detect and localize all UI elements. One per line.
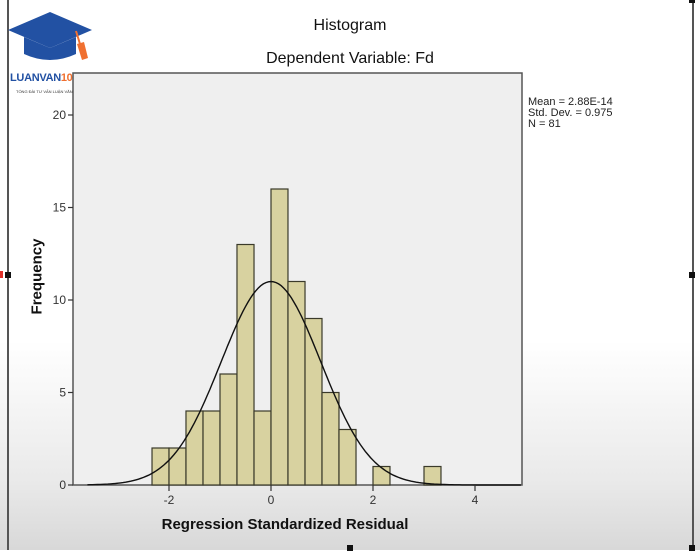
y-tick-label: 15 — [53, 201, 67, 215]
stats-legend: Mean = 2.88E-14 Std. Dev. = 0.975 N = 81 — [528, 97, 613, 130]
histogram-bar — [168, 447, 187, 486]
histogram-bar — [372, 465, 391, 486]
stats-std-dev: Std. Dev. = 0.975 — [528, 107, 613, 119]
resize-handle-left[interactable] — [5, 272, 11, 278]
histogram-bar — [236, 243, 255, 486]
resize-handle-bottom[interactable] — [347, 545, 353, 551]
resize-handle-bottom-right[interactable] — [689, 545, 695, 551]
y-tick-label: 20 — [53, 108, 67, 122]
y-tick-label: 0 — [59, 478, 66, 492]
histogram-bar — [151, 447, 170, 486]
histogram-bar — [338, 428, 357, 486]
histogram-bar — [287, 280, 306, 486]
x-tick-label: 0 — [268, 493, 275, 507]
histogram-bar — [321, 391, 340, 486]
resize-handle-right[interactable] — [689, 272, 695, 278]
histogram-bar — [202, 410, 221, 486]
y-tick-label: 10 — [53, 293, 67, 307]
x-tick-label: 4 — [472, 493, 479, 507]
histogram-bar — [253, 410, 272, 486]
stats-n: N = 81 — [528, 118, 561, 130]
x-tick-label: -2 — [164, 493, 175, 507]
y-axis-ticks: 0 5 10 15 20 — [53, 108, 73, 492]
x-tick-label: 2 — [370, 493, 377, 507]
histogram-bar — [219, 373, 238, 486]
x-axis-label: Regression Standardized Residual — [161, 516, 409, 533]
y-tick-label: 5 — [59, 386, 66, 400]
histogram-bar — [423, 465, 442, 486]
resize-handle-top-right[interactable] — [689, 0, 695, 3]
histogram-bar — [270, 188, 289, 486]
normal-curve — [87, 280, 521, 486]
stats-mean: Mean = 2.88E-14 — [528, 96, 613, 108]
x-axis-ticks: -2 0 2 4 — [164, 485, 479, 507]
left-edge-marker — [0, 271, 3, 278]
logo-brand-left: LUANVAN — [10, 72, 61, 84]
chart-title: Histogram — [313, 17, 387, 34]
chart-subtitle: Dependent Variable: Fd — [266, 50, 434, 67]
graduation-cap-icon — [8, 12, 92, 60]
histogram-bars — [151, 188, 442, 486]
logo-tagline: TỔNG ĐÀI TƯ VẤN LUẬN VĂN 1080 — [16, 89, 83, 94]
